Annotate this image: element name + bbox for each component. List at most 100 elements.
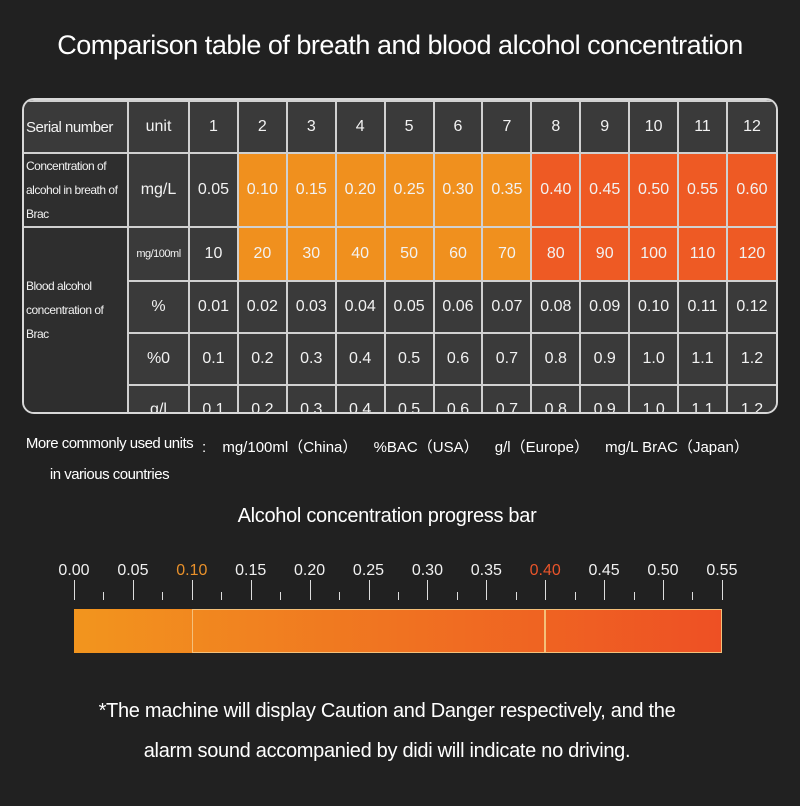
minor-tick: [397, 592, 399, 600]
table-row: g/l 0.1 0.2 0.3 0.4 0.5 0.6 0.7 0.8 0.9 1.0 1.1 1.2: [24, 384, 776, 412]
value-cell: 0.15: [285, 152, 337, 228]
tick-label: 0.35: [470, 562, 502, 579]
minor-tick: [280, 592, 282, 600]
table-row: %0 0.1 0.2 0.3 0.4 0.5 0.6 0.7 0.8 0.9 1.0 1.1 1.2: [24, 332, 776, 386]
tick-label: 0.50: [647, 562, 679, 579]
major-tick: [721, 580, 723, 600]
value-cell: 0.1: [188, 384, 239, 412]
value-cell: 0.5: [383, 332, 435, 386]
unit-usa: %BAC（USA）: [373, 439, 479, 456]
value-cell: 1.2: [725, 332, 776, 386]
units-list: : mg/100ml（China） %BAC（USA） g/l（Europe） …: [202, 436, 761, 457]
value-cell: 0.03: [285, 280, 337, 334]
unit-japan: mg/L BrAC（Japan）: [605, 439, 749, 456]
value-cell: 0.05: [383, 280, 435, 334]
unit-cell: %: [128, 280, 190, 334]
value-cell: 0.60: [725, 152, 776, 228]
minor-tick: [692, 592, 694, 600]
header-unit: unit: [127, 100, 190, 154]
tick-label: 0.55: [706, 562, 738, 579]
major-tick: [663, 580, 664, 600]
minor-tick: [515, 592, 517, 600]
header-number: 12: [725, 100, 776, 154]
value-cell: 0.11: [677, 280, 728, 334]
unit-cell: %0: [128, 332, 190, 386]
unit-cell: mg/100ml: [127, 226, 190, 282]
header-number: 10: [628, 100, 680, 154]
value-cell: 10: [188, 226, 239, 282]
value-cell: 0.40: [530, 152, 582, 228]
value-cell: 100: [628, 226, 680, 282]
header-number: 3: [285, 100, 337, 154]
value-cell: 0.6: [432, 332, 484, 386]
minor-tick: [162, 592, 164, 600]
value-cell: 1.0: [628, 332, 680, 386]
tick-label: 0.10: [176, 562, 208, 579]
value-cell: 50: [383, 226, 435, 282]
major-tick: [604, 580, 606, 600]
value-cell: 0.8: [530, 384, 582, 412]
major-tick: [545, 580, 547, 600]
major-tick: [132, 580, 134, 600]
value-cell: 0.45: [579, 152, 631, 228]
tick-label: 0.05: [117, 562, 149, 579]
value-cell: 20: [236, 226, 288, 282]
value-cell: 0.10: [236, 152, 288, 228]
value-cell: 0.12: [725, 280, 776, 334]
blood-label: Blood alcohol concentration of Brac: [24, 226, 129, 412]
header-number: 9: [579, 100, 631, 154]
page-title: Comparison table of breath and blood alc…: [57, 30, 743, 60]
value-cell: 70: [481, 226, 533, 282]
major-tick: [74, 580, 75, 600]
tick-label: 0.15: [235, 562, 267, 579]
value-cell: 0.01: [188, 280, 239, 334]
value-cell: 1.2: [725, 384, 776, 412]
tick-label: 0.20: [294, 562, 326, 579]
value-cell: 0.25: [383, 152, 435, 228]
units-label: More commonly used units in various coun…: [25, 435, 194, 483]
unit-europe: g/l（Europe）: [494, 439, 589, 456]
tick-label: 0.30: [411, 562, 443, 579]
header-number: 1: [188, 100, 239, 154]
minor-tick: [456, 592, 458, 600]
value-cell: 40: [334, 226, 386, 282]
note-line-1: *The machine will display Caution and Da…: [98, 700, 676, 722]
value-cell: 0.7: [481, 384, 533, 412]
unit-china: mg/100ml（China）: [222, 439, 358, 456]
major-tick: [191, 580, 193, 600]
value-cell: 0.3: [285, 332, 337, 386]
value-cell: 0.4: [334, 332, 386, 386]
progress-scale: 0.00 0.05 0.10 0.15 0.20 0.25 0.30 0.35 0.40 0.45…: [0, 560, 800, 605]
value-cell: 90: [579, 226, 631, 282]
minor-tick: [633, 592, 635, 600]
value-cell: 30: [285, 226, 337, 282]
value-cell: 0.3: [285, 384, 337, 412]
header-serial: Serial number: [24, 100, 129, 154]
header-number: 2: [236, 100, 288, 154]
value-cell: 120: [725, 226, 776, 282]
caution-segment: [191, 609, 546, 653]
value-cell: 0.1: [188, 332, 239, 386]
value-cell: 0.05: [188, 152, 239, 228]
value-cell: 0.2: [236, 332, 288, 386]
major-tick: [250, 580, 252, 600]
value-cell: 60: [432, 226, 484, 282]
table-row: % 0.01 0.02 0.03 0.04 0.05 0.06 0.07 0.08 0.09 0.1…: [24, 280, 776, 334]
value-cell: 1.1: [677, 332, 728, 386]
value-cell: 0.30: [432, 152, 484, 228]
value-cell: 0.9: [579, 384, 631, 412]
value-cell: 0.07: [481, 280, 533, 334]
value-cell: 110: [677, 226, 728, 282]
header-number: 5: [383, 100, 435, 154]
note-line-2: alarm sound accompanied by didi will ind…: [143, 740, 631, 762]
value-cell: 0.8: [530, 332, 582, 386]
tick-label: 0.40: [529, 562, 561, 579]
value-cell: 0.09: [579, 280, 631, 334]
minor-tick: [103, 592, 105, 600]
value-cell: 0.08: [530, 280, 582, 334]
value-cell: 0.04: [334, 280, 386, 334]
danger-segment: [545, 609, 722, 653]
major-tick: [309, 580, 311, 600]
header-number: 11: [677, 100, 728, 154]
comparison-table: Serial number unit 1 2 3 4 5 6 7 8 9 10 11 12 Concentr…: [22, 98, 778, 414]
